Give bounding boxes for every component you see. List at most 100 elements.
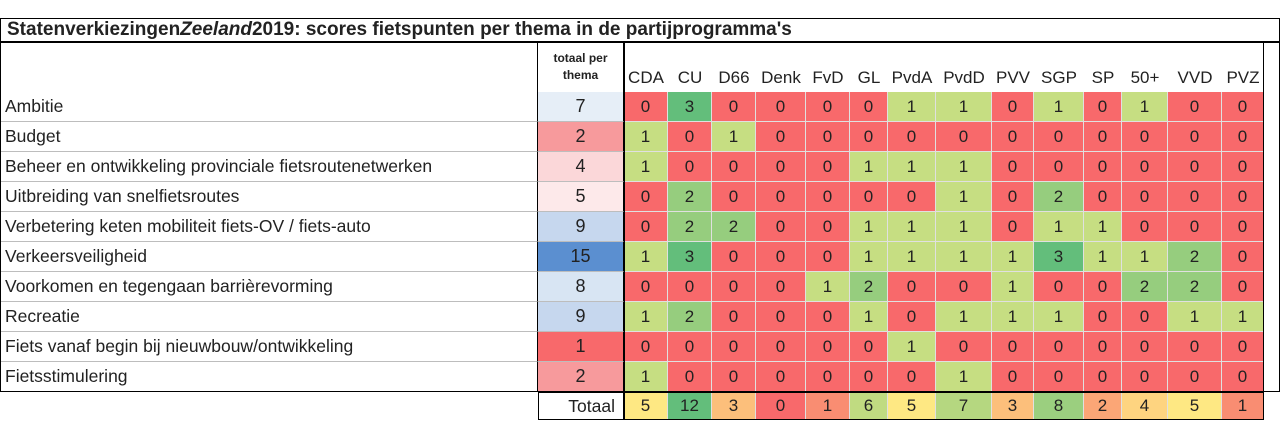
score-cell: 0 [1122, 302, 1168, 332]
party-total: 6 [850, 392, 888, 420]
score-cell: 0 [992, 212, 1034, 242]
score-cell: 0 [936, 272, 992, 302]
score-cell: 1 [888, 332, 936, 362]
score-cell: 0 [712, 272, 756, 302]
topic-total: 15 [538, 242, 624, 272]
score-cell: 0 [1168, 92, 1222, 122]
party-header: FvD [806, 42, 850, 92]
score-cell: 0 [806, 92, 850, 122]
score-cell: 0 [1084, 122, 1122, 152]
score-cell: 1 [624, 362, 668, 392]
party-header: SGP [1034, 42, 1084, 92]
score-cell: 3 [1034, 242, 1084, 272]
score-cell: 0 [888, 272, 936, 302]
score-cell: 2 [1122, 272, 1168, 302]
score-cell: 1 [936, 152, 992, 182]
score-cell: 2 [668, 302, 712, 332]
topic-total: 8 [538, 272, 624, 302]
topic-total: 2 [538, 122, 624, 152]
score-cell: 1 [1122, 242, 1168, 272]
score-cell: 0 [1222, 272, 1264, 302]
score-cell: 1 [888, 212, 936, 242]
score-cell: 0 [1168, 122, 1222, 152]
party-header: SP [1084, 42, 1122, 92]
score-cell: 0 [1222, 362, 1264, 392]
topic-total: 9 [538, 302, 624, 332]
score-cell: 1 [936, 242, 992, 272]
score-cell: 0 [624, 182, 668, 212]
score-cell: 3 [668, 92, 712, 122]
party-header: 50+ [1122, 42, 1168, 92]
party-header: PVZ [1222, 42, 1264, 92]
score-cell: 2 [668, 212, 712, 242]
score-cell: 1 [992, 272, 1034, 302]
header-topic-blank [0, 42, 538, 92]
score-cell: 0 [992, 122, 1034, 152]
score-cell: 1 [936, 362, 992, 392]
score-cell: 0 [1168, 182, 1222, 212]
score-cell: 0 [888, 362, 936, 392]
topic-label: Voorkomen en tegengaan barrièrevorming [0, 272, 538, 302]
score-cell: 1 [624, 122, 668, 152]
party-header: CDA [624, 42, 668, 92]
score-cell: 0 [1222, 152, 1264, 182]
header-total-line: totaal per [553, 50, 608, 65]
score-cell: 0 [756, 332, 806, 362]
score-cell: 1 [850, 152, 888, 182]
party-total: 1 [1222, 392, 1264, 420]
score-cell: 1 [624, 302, 668, 332]
party-total: 7 [936, 392, 992, 420]
score-cell: 0 [756, 362, 806, 392]
party-total: 3 [992, 392, 1034, 420]
score-cell: 0 [806, 212, 850, 242]
score-cell: 0 [888, 182, 936, 212]
score-cell: 1 [850, 302, 888, 332]
score-cell: 0 [806, 152, 850, 182]
title-part-3: 2019: scores fietspunten per thema in de… [251, 19, 792, 40]
score-cell: 0 [1168, 362, 1222, 392]
score-cell: 1 [936, 302, 992, 332]
topic-label: Ambitie [0, 92, 538, 122]
score-cell: 0 [806, 122, 850, 152]
score-cell: 0 [992, 152, 1034, 182]
topic-label: Verbetering keten mobiliteit fiets-OV / … [0, 212, 538, 242]
score-cell: 1 [936, 92, 992, 122]
score-cell: 0 [806, 242, 850, 272]
score-cell: 0 [756, 242, 806, 272]
party-total: 5 [1168, 392, 1222, 420]
party-header: VVD [1168, 42, 1222, 92]
party-header: GL [850, 42, 888, 92]
topic-total: 7 [538, 92, 624, 122]
score-cell: 0 [712, 152, 756, 182]
score-cell: 2 [1168, 242, 1222, 272]
score-cell: 0 [1222, 182, 1264, 212]
party-total: 5 [888, 392, 936, 420]
score-cell: 0 [1222, 212, 1264, 242]
party-total: 0 [756, 392, 806, 420]
score-cell: 0 [1034, 332, 1084, 362]
score-cell: 0 [1084, 182, 1122, 212]
score-cell: 0 [850, 332, 888, 362]
score-cell: 0 [806, 302, 850, 332]
score-cell: 0 [936, 122, 992, 152]
score-cell: 0 [756, 212, 806, 242]
score-cell: 0 [850, 92, 888, 122]
score-cell: 0 [668, 272, 712, 302]
score-cell: 1 [992, 242, 1034, 272]
score-cell: 0 [712, 182, 756, 212]
topic-total: 2 [538, 362, 624, 392]
topic-label: Beheer en ontwikkeling provinciale fiets… [0, 152, 538, 182]
topic-total: 4 [538, 152, 624, 182]
score-cell: 2 [1168, 272, 1222, 302]
topic-label: Budget [0, 122, 538, 152]
score-cell: 1 [888, 92, 936, 122]
score-cell: 0 [806, 182, 850, 212]
score-cell: 1 [1034, 212, 1084, 242]
score-cell: 0 [756, 92, 806, 122]
topic-label: Uitbreiding van snelfietsroutes [0, 182, 538, 212]
score-cell: 1 [850, 242, 888, 272]
score-cell: 0 [992, 182, 1034, 212]
score-cell: 0 [756, 302, 806, 332]
party-header: PvdA [888, 42, 936, 92]
